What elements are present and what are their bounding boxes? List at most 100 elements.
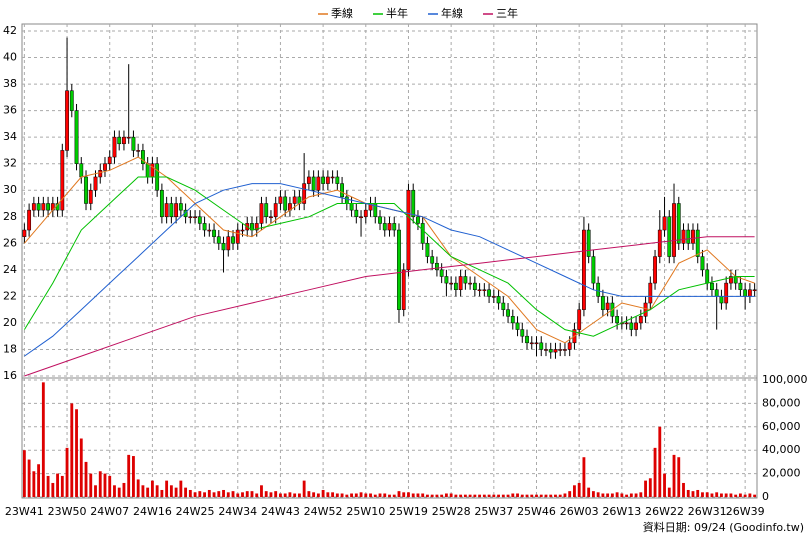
volume-bar [32, 471, 36, 497]
candle-body [529, 342, 534, 345]
volume-bar [264, 491, 268, 497]
candle-body [435, 262, 439, 271]
volume-bar [22, 450, 26, 497]
candle-body [107, 156, 112, 164]
volume-bar [620, 493, 624, 497]
x-tick-label: 25W37 [474, 505, 513, 518]
y-tick-label: 40 [3, 51, 17, 64]
volume-bar [132, 456, 135, 497]
volume-bar [117, 487, 121, 497]
candle-body [387, 223, 392, 231]
volume-bar [302, 480, 306, 497]
candle-body [259, 203, 264, 224]
volume-bar [577, 482, 581, 497]
candle-body [710, 282, 714, 291]
volume-bar [222, 489, 225, 497]
candle-body [544, 349, 548, 351]
candle-body [515, 322, 520, 330]
volume-bar [378, 493, 382, 497]
volume-bar [421, 493, 425, 497]
candle-body [667, 216, 672, 257]
candle-body [311, 176, 316, 191]
y-tick-label: 22 [3, 289, 17, 302]
x-tick-label: 24W34 [218, 505, 257, 518]
volume-bar [392, 494, 396, 497]
volume-bar [94, 485, 97, 497]
volume-bar [677, 457, 681, 497]
candle-body [69, 90, 74, 111]
candle-body [662, 216, 667, 231]
candle-body [316, 176, 321, 191]
volume-bar [79, 438, 83, 497]
candle-body [558, 349, 563, 351]
candle-body [330, 176, 335, 179]
candle-body [254, 223, 259, 231]
x-tick-label: 24W43 [261, 505, 300, 518]
candle-body [269, 216, 273, 219]
volume-bar [350, 493, 353, 497]
candle-body [397, 229, 401, 310]
candle-body [126, 136, 131, 139]
y-tick-label: 30 [3, 183, 17, 196]
volume-bar [501, 494, 505, 497]
candle-body [122, 136, 126, 145]
volume-bar [667, 487, 671, 497]
candle-body [354, 209, 359, 218]
volume-bar [648, 478, 652, 497]
candle-body [145, 163, 150, 178]
volume-bar [554, 494, 557, 497]
volume-bar [639, 492, 643, 497]
volume-bar [748, 493, 752, 497]
volume-bar [241, 492, 244, 497]
candle-body [283, 196, 288, 211]
moving-average-line [24, 236, 755, 377]
candle-body [22, 229, 27, 237]
candle-body [577, 309, 582, 330]
volume-bar [188, 489, 192, 497]
candle-body [691, 229, 695, 244]
volume-bar [359, 492, 363, 497]
legend-label: 季線 [331, 6, 353, 20]
candle-body [591, 256, 596, 284]
candle-body [264, 203, 269, 218]
candle-body [719, 296, 724, 304]
y-tick-label: 20 [3, 316, 17, 329]
candle-body [563, 349, 567, 351]
volume-bar [482, 494, 486, 497]
volume-bar [653, 447, 657, 497]
volume-bar [274, 491, 278, 497]
legend-label: 半年 [386, 6, 408, 20]
volume-bar [27, 459, 31, 497]
y-tick-label: 18 [3, 342, 17, 355]
volume-bar [269, 492, 273, 497]
candle-body [430, 256, 435, 264]
volume-bar [473, 494, 477, 497]
volume-bar [354, 493, 358, 497]
volume-bar [122, 482, 126, 497]
volume-bar [449, 493, 453, 497]
legend-label: 三年 [496, 6, 518, 20]
candle-body [216, 236, 221, 244]
volume-bar [279, 493, 282, 497]
volume-bar [179, 480, 183, 497]
y-tick-label: 42 [3, 24, 17, 37]
candle-body [178, 203, 183, 211]
volume-bar [136, 479, 140, 497]
candle-body [231, 236, 235, 244]
volume-bar [335, 493, 339, 497]
volume-bar [184, 487, 188, 497]
volume-bar [440, 494, 444, 497]
volume-bar [426, 494, 429, 497]
candle-body [643, 302, 648, 317]
candle-body [202, 223, 207, 231]
y-tick-label: 24 [3, 263, 17, 276]
y-tick-label: 26 [3, 236, 17, 249]
candle-body [363, 209, 368, 218]
volume-bar [544, 494, 548, 497]
candle-body [600, 296, 605, 310]
candle-body [672, 203, 676, 257]
volume-bar [89, 473, 93, 497]
candle-body [420, 223, 425, 244]
x-tick-label: 26W31 [688, 505, 727, 518]
candle-body [378, 216, 382, 224]
